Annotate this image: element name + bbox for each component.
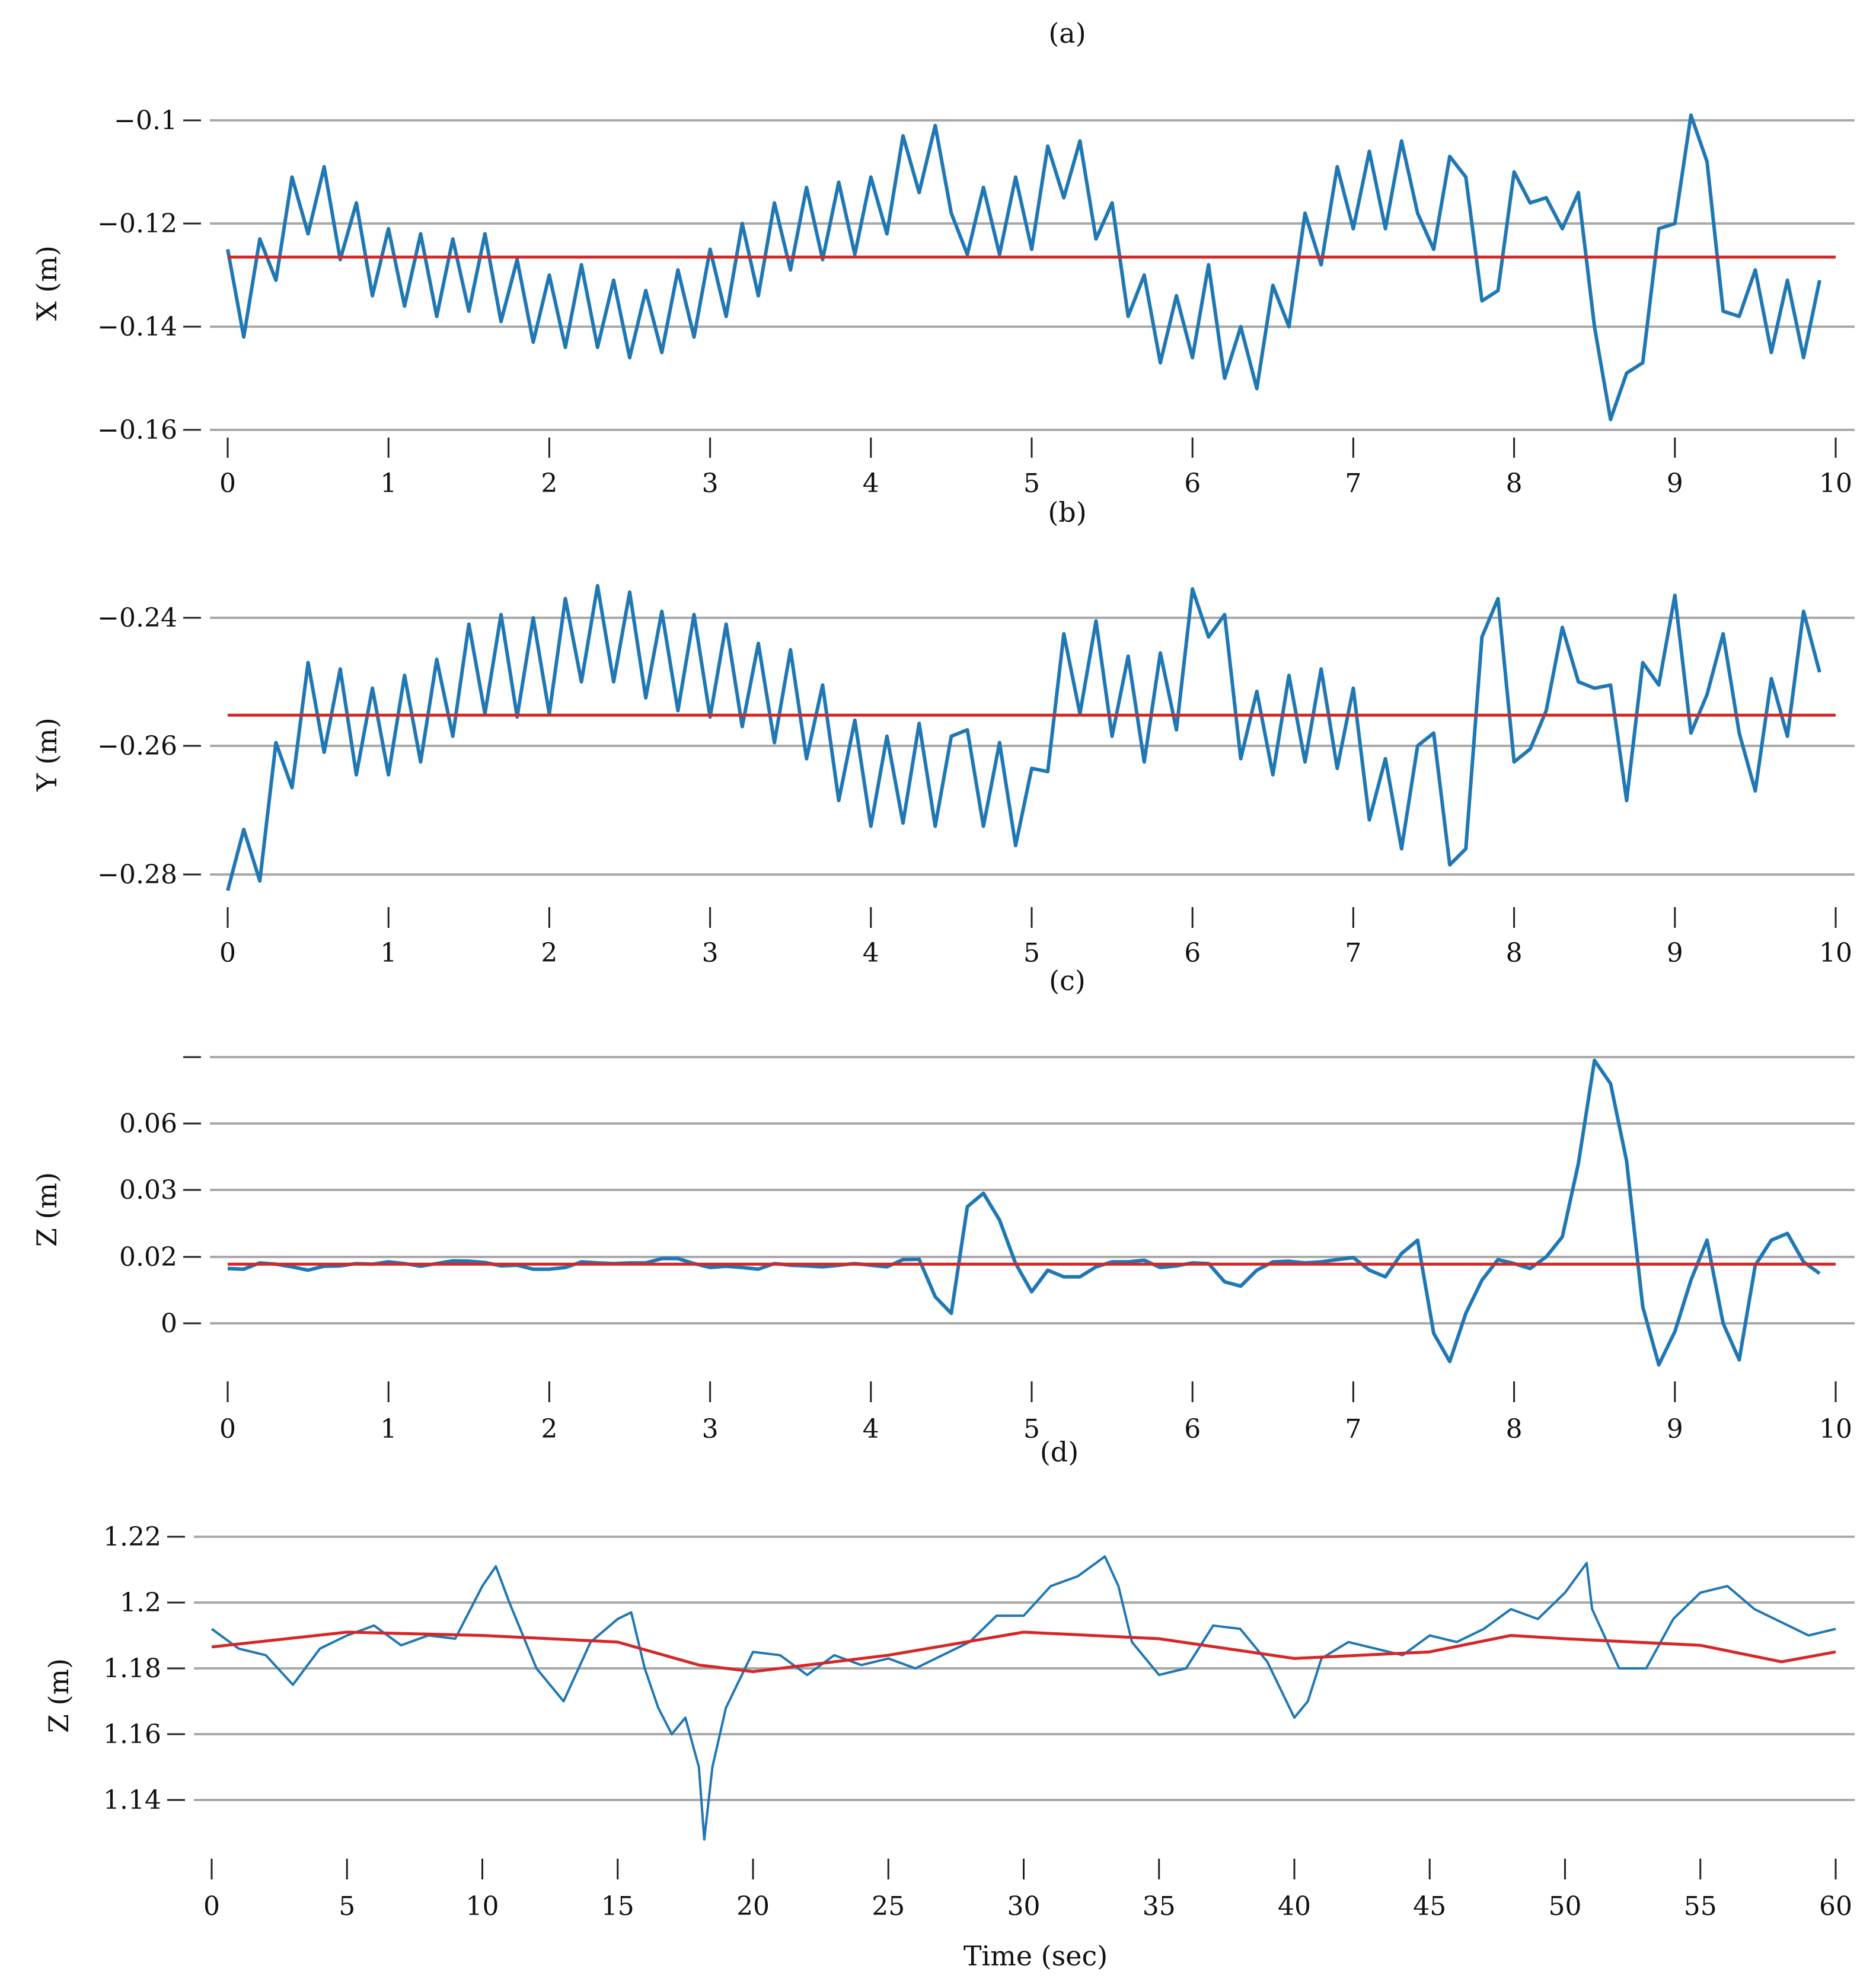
y-tick-label: 1.22 (103, 1522, 161, 1552)
series-line-measured (227, 1058, 1821, 1367)
y-tick-label: −0.24 (97, 603, 177, 633)
panel-d: (d) 1.14 1.16 1.18 1.2 1.22 0 5 10 15 20 25 30 35 40 45… (43, 1436, 1855, 1972)
series-line-moving-average (211, 1630, 1836, 1673)
x-tick-label: 7 (1345, 468, 1361, 499)
y-tick-label: 1.14 (103, 1785, 161, 1815)
x-tick-label: 10 (466, 1891, 499, 1922)
y-axis-label: X (m) (31, 245, 63, 321)
y-axis-label: Z (m) (31, 1172, 63, 1247)
x-tick-label: 5 (1023, 938, 1040, 968)
x-tick-label: 3 (702, 468, 719, 499)
x-tick-label: 4 (863, 468, 879, 499)
y-tick-label: 1.18 (103, 1654, 161, 1684)
x-tick-label: 25 (872, 1891, 905, 1922)
series-line-measured (226, 113, 1821, 422)
x-tick-label: 5 (1023, 468, 1040, 499)
panel-title: (b) (1048, 496, 1086, 528)
x-tick-label: 3 (702, 1414, 719, 1444)
x-tick-label: 30 (1007, 1891, 1041, 1922)
panel-a: (a) −0.16 −0.14 −0.12 −0.1 0 1 2 3 4 5 6 7 8 9 10 X (m) (31, 17, 1855, 499)
x-tick-label: 1 (380, 938, 397, 968)
x-tick-label: 6 (1184, 1414, 1201, 1444)
panel-title: (a) (1048, 17, 1086, 49)
x-tick-label: 4 (863, 1414, 879, 1444)
y-tick-label: 0 (161, 1308, 177, 1339)
x-tick-label: 2 (541, 468, 557, 499)
panel-c: (c) 0 0.02 0.03 0.06 0 1 2 3 4 5 6 7 8 9 10 Z (m) (31, 965, 1855, 1444)
x-tick-label: 55 (1684, 1891, 1717, 1922)
x-tick-label: 5 (1023, 1414, 1040, 1444)
y-tick-label: −0.26 (97, 731, 177, 761)
y-tick-label: −0.1 (114, 106, 177, 136)
x-tick-label: 2 (541, 1414, 557, 1444)
y-tick-label: 1.2 (120, 1588, 161, 1618)
y-tick-label: 0.02 (119, 1242, 177, 1272)
y-tick-label: 0.06 (119, 1109, 177, 1139)
y-axis-label: Y (m) (31, 717, 63, 792)
x-tick-label: 20 (736, 1891, 770, 1922)
x-tick-label: 8 (1506, 938, 1523, 968)
x-tick-label: 6 (1184, 468, 1201, 499)
x-tick-label: 8 (1506, 468, 1523, 499)
y-tick-label: −0.28 (97, 860, 177, 890)
x-tick-label: 1 (380, 1414, 397, 1444)
y-tick-label: −0.16 (97, 415, 177, 445)
y-axis-label: Z (m) (43, 1658, 75, 1733)
x-tick-label: 35 (1143, 1891, 1176, 1922)
x-tick-label: 50 (1549, 1891, 1582, 1922)
y-tick-label: 0.03 (119, 1175, 177, 1205)
y-tick-label: −0.12 (97, 209, 177, 239)
x-tick-label: 0 (219, 938, 236, 968)
x-tick-label: 10 (1819, 1414, 1852, 1444)
x-tick-label: 5 (339, 1891, 355, 1922)
x-tick-label: 0 (219, 468, 236, 499)
x-tick-label: 15 (601, 1891, 634, 1922)
x-tick-label: 3 (702, 938, 719, 968)
y-tick-label: −0.14 (97, 312, 177, 342)
x-tick-label: 7 (1345, 938, 1361, 968)
x-tick-label: 0 (203, 1891, 220, 1922)
x-tick-label: 9 (1667, 1414, 1683, 1444)
x-tick-label: 60 (1819, 1891, 1852, 1922)
x-tick-label: 6 (1184, 938, 1201, 968)
x-tick-label: 40 (1278, 1891, 1311, 1922)
x-tick-label: 9 (1667, 468, 1683, 499)
x-tick-label: 1 (380, 468, 397, 499)
series-line-measured (210, 1555, 1836, 1841)
panel-b: (b) −0.28 −0.26 −0.24 0 1 2 3 4 5 6 7 8 9 10 Y (m) (31, 496, 1855, 968)
x-tick-label: 10 (1819, 468, 1852, 499)
x-tick-label: 7 (1345, 1414, 1361, 1444)
x-tick-label: 4 (863, 938, 879, 968)
panel-title: (c) (1049, 965, 1086, 997)
x-tick-label: 8 (1506, 1414, 1523, 1444)
x-tick-label: 0 (219, 1414, 236, 1444)
x-tick-label: 45 (1413, 1891, 1446, 1922)
y-tick-label: 1.16 (103, 1719, 161, 1750)
x-tick-label: 10 (1819, 938, 1852, 968)
x-axis-label: Time (sec) (963, 1940, 1108, 1972)
panel-title: (d) (1040, 1436, 1079, 1468)
x-tick-label: 2 (541, 938, 557, 968)
series-line-measured (226, 584, 1821, 891)
x-tick-label: 9 (1667, 938, 1683, 968)
